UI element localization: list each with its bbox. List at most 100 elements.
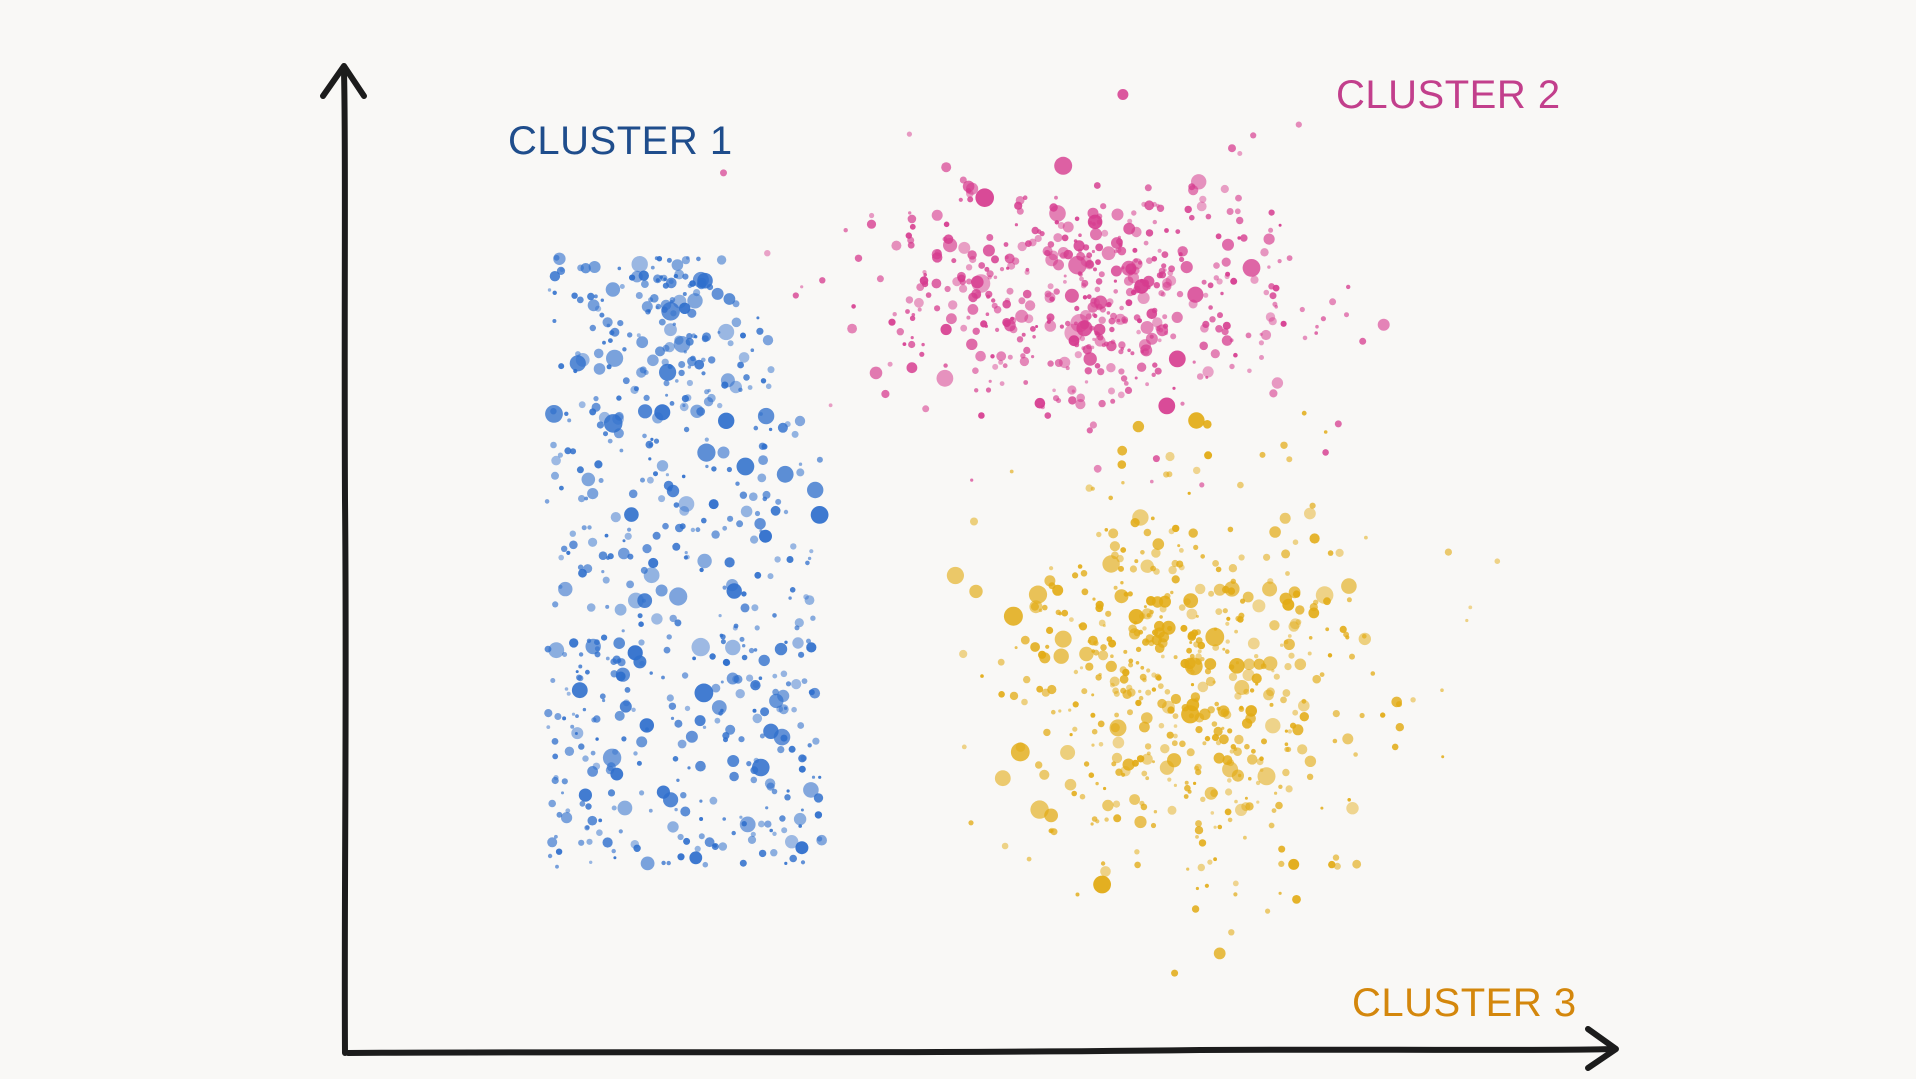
data-point bbox=[986, 270, 994, 278]
data-point bbox=[1130, 351, 1135, 356]
data-point bbox=[699, 799, 703, 803]
data-point bbox=[1079, 646, 1094, 662]
data-point bbox=[1142, 626, 1147, 631]
data-point bbox=[681, 256, 691, 265]
data-point bbox=[991, 298, 996, 303]
data-point bbox=[729, 380, 742, 394]
data-point bbox=[794, 618, 804, 628]
data-point bbox=[910, 336, 914, 340]
data-point bbox=[780, 670, 788, 678]
data-point bbox=[1035, 325, 1039, 328]
data-point bbox=[704, 837, 715, 848]
data-point bbox=[1210, 811, 1215, 815]
data-point bbox=[547, 853, 553, 859]
data-point bbox=[1043, 728, 1051, 737]
data-point bbox=[791, 706, 797, 713]
data-point bbox=[1095, 243, 1104, 252]
data-point bbox=[750, 535, 759, 544]
data-point bbox=[1036, 685, 1044, 693]
data-point bbox=[1139, 800, 1145, 806]
data-point bbox=[648, 457, 652, 461]
data-point bbox=[706, 284, 714, 291]
data-point bbox=[922, 270, 927, 275]
data-point bbox=[645, 440, 654, 449]
data-point bbox=[1213, 825, 1217, 829]
data-point bbox=[1049, 203, 1058, 212]
data-point bbox=[1232, 880, 1239, 887]
data-point bbox=[1186, 748, 1195, 757]
data-point bbox=[1202, 741, 1207, 746]
data-point bbox=[1237, 481, 1244, 489]
data-point bbox=[1274, 791, 1278, 795]
data-point bbox=[1203, 420, 1212, 429]
data-point bbox=[1215, 233, 1222, 240]
data-point bbox=[758, 820, 765, 828]
data-point bbox=[699, 817, 704, 821]
data-point bbox=[1150, 479, 1154, 484]
data-point bbox=[754, 510, 761, 517]
data-point bbox=[753, 648, 758, 652]
data-point bbox=[593, 294, 598, 299]
data-point bbox=[693, 289, 701, 297]
data-point bbox=[1320, 316, 1326, 322]
data-point bbox=[1130, 518, 1140, 528]
data-point bbox=[1302, 335, 1308, 341]
data-point bbox=[1146, 668, 1151, 673]
data-point bbox=[627, 332, 633, 338]
data-point bbox=[1157, 338, 1162, 343]
data-point bbox=[593, 348, 604, 359]
data-point bbox=[1198, 839, 1207, 847]
data-point bbox=[687, 766, 691, 770]
data-point bbox=[650, 265, 655, 270]
data-point bbox=[1152, 362, 1158, 368]
data-point bbox=[720, 169, 727, 177]
data-point bbox=[1039, 652, 1051, 664]
data-point bbox=[587, 488, 599, 500]
data-point bbox=[1189, 214, 1195, 221]
data-point bbox=[792, 292, 799, 299]
data-point bbox=[1229, 363, 1235, 370]
data-point bbox=[1016, 336, 1024, 343]
data-point bbox=[551, 738, 559, 745]
data-point bbox=[1225, 621, 1230, 626]
data-point bbox=[1054, 630, 1072, 648]
data-point bbox=[736, 520, 744, 528]
data-point bbox=[795, 841, 809, 855]
data-point bbox=[567, 418, 572, 423]
data-point bbox=[1125, 287, 1135, 297]
data-point bbox=[1117, 246, 1127, 256]
data-point bbox=[1267, 265, 1271, 269]
data-point bbox=[1192, 360, 1196, 364]
data-point bbox=[1095, 781, 1099, 786]
data-point bbox=[670, 716, 675, 721]
data-point bbox=[1022, 289, 1032, 299]
data-point bbox=[1090, 297, 1097, 304]
data-point bbox=[1314, 331, 1318, 335]
data-point bbox=[1333, 862, 1341, 870]
data-point bbox=[1081, 588, 1089, 596]
data-point bbox=[807, 743, 812, 748]
data-point bbox=[1278, 784, 1283, 789]
data-point bbox=[1234, 692, 1242, 700]
data-point bbox=[682, 273, 689, 280]
data-point bbox=[602, 317, 613, 328]
data-point bbox=[562, 716, 567, 721]
data-point bbox=[1292, 590, 1301, 598]
data-point bbox=[561, 812, 573, 824]
data-point bbox=[674, 269, 685, 280]
data-point bbox=[668, 279, 674, 285]
data-point bbox=[739, 636, 745, 642]
data-point bbox=[751, 604, 759, 612]
data-point bbox=[658, 495, 666, 503]
data-point bbox=[1006, 266, 1010, 270]
data-point bbox=[798, 651, 805, 658]
data-point bbox=[966, 338, 978, 350]
data-point bbox=[1210, 349, 1220, 359]
data-point bbox=[1092, 337, 1096, 341]
data-point bbox=[654, 256, 659, 261]
data-point bbox=[725, 639, 741, 656]
data-point bbox=[1022, 675, 1031, 684]
data-point bbox=[978, 412, 985, 419]
data-point bbox=[741, 591, 747, 597]
